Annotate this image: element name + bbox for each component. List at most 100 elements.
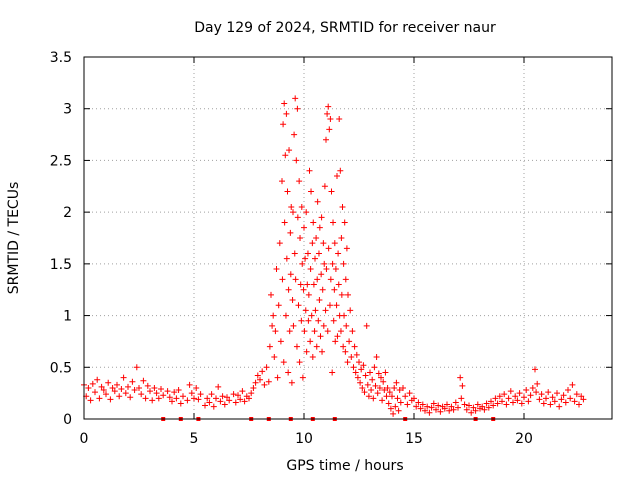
data-point [360, 362, 367, 369]
data-point [305, 317, 312, 324]
data-point [147, 388, 153, 395]
data-point [341, 219, 348, 226]
data-point [523, 387, 530, 394]
data-point [345, 291, 351, 298]
data-point [384, 384, 391, 391]
data-point [293, 343, 300, 350]
data-point [543, 395, 549, 402]
data-point [580, 396, 587, 403]
data-point [376, 384, 383, 391]
data-point [400, 384, 406, 391]
data-point [314, 276, 321, 283]
x-tick-label: 15 [405, 431, 423, 447]
data-point [331, 286, 338, 293]
data-point [116, 393, 123, 400]
data-point [149, 397, 156, 404]
data-point [297, 281, 304, 288]
data-point [361, 389, 368, 396]
data-point [120, 374, 127, 381]
data-point [269, 322, 276, 329]
data-point [131, 387, 138, 394]
data-point [337, 167, 344, 174]
y-tick-label: 0.5 [50, 360, 72, 376]
data-point [558, 396, 565, 403]
data-point [413, 403, 420, 410]
data-point [362, 372, 369, 379]
data-point [514, 397, 521, 404]
data-point [342, 276, 349, 283]
data-point [326, 302, 333, 309]
data-point [330, 219, 337, 226]
data-point [299, 260, 306, 267]
data-point [293, 157, 300, 164]
data-point [285, 369, 292, 376]
data-point [164, 388, 171, 395]
data-point [488, 398, 494, 405]
data-point [306, 167, 313, 174]
data-point [107, 396, 114, 403]
data-point [276, 240, 283, 247]
data-point [331, 240, 338, 247]
data-point [294, 105, 301, 112]
chart-title: Day 129 of 2024, SRMTID for receiver nau… [194, 20, 496, 36]
data-point [210, 403, 217, 410]
data-point [294, 214, 301, 221]
data-point [422, 407, 428, 414]
data-point [307, 266, 314, 273]
data-point [529, 384, 536, 391]
data-point [448, 403, 455, 410]
y-tick-label: 0 [63, 412, 72, 428]
data-point [239, 388, 246, 395]
data-point [323, 266, 330, 273]
data-point [246, 395, 252, 402]
data-point [534, 380, 541, 387]
data-point [118, 386, 125, 393]
data-point [538, 391, 545, 398]
data-point [313, 343, 320, 350]
data-point [532, 366, 538, 373]
data-point [279, 178, 285, 185]
data-point [287, 271, 294, 278]
data-point [321, 260, 328, 267]
data-point [92, 389, 98, 396]
data-point [114, 381, 120, 388]
x-tick-label: 20 [515, 431, 533, 447]
data-point [340, 343, 347, 350]
data-point [367, 369, 373, 376]
data-point [516, 390, 523, 397]
data-point [263, 364, 270, 371]
data-point [565, 387, 571, 394]
data-point [273, 266, 280, 273]
data-point [308, 188, 315, 195]
data-point [166, 394, 173, 401]
data-point [282, 152, 289, 159]
data-point [329, 369, 336, 376]
data-point [202, 402, 208, 409]
data-point [359, 384, 366, 391]
data-point [458, 395, 465, 402]
data-point [158, 386, 164, 393]
data-point [319, 286, 326, 293]
data-point [301, 224, 307, 231]
data-point [298, 317, 305, 324]
data-point [335, 250, 342, 257]
data-point [188, 390, 195, 397]
data-point [111, 388, 118, 395]
data-point [494, 400, 501, 407]
data-point [481, 406, 488, 413]
data-point [274, 374, 281, 381]
data-point [525, 398, 532, 405]
data-point [320, 322, 327, 329]
data-point [341, 312, 348, 319]
y-tick-label: 3 [63, 102, 72, 118]
data-point [386, 389, 393, 396]
data-point [281, 100, 288, 107]
data-point [457, 374, 464, 381]
data-point [426, 409, 433, 416]
data-point [304, 250, 311, 257]
data-point [391, 384, 398, 391]
data-point [282, 312, 289, 319]
data-point [215, 383, 222, 390]
data-point [370, 395, 377, 402]
data-point [155, 395, 162, 402]
